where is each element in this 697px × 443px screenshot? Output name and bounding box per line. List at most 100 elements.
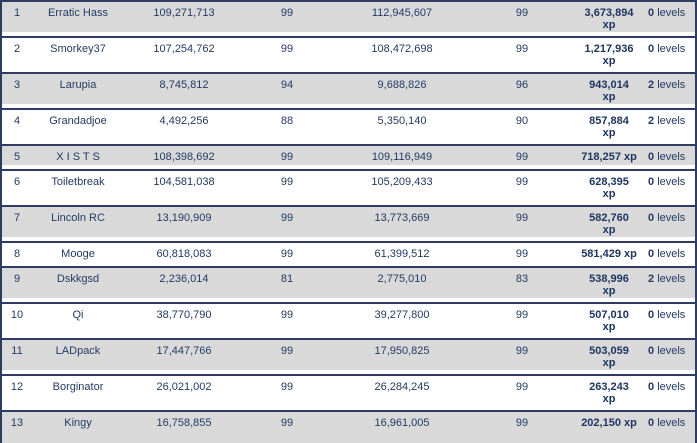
end-level-cell: 99: [515, 248, 529, 260]
rank-cell: 4: [13, 115, 21, 127]
start-level-cell: 99: [280, 417, 294, 429]
start-level-cell: 99: [280, 7, 294, 19]
end-level-cell: 99: [515, 7, 529, 19]
end-level-cell: 99: [515, 345, 529, 357]
table-row: 13 Kingy 16,758,855 99 16,961,005 99 202…: [2, 410, 695, 443]
rank-cell: 12: [10, 381, 24, 393]
levels-unit-label: levels: [657, 417, 686, 429]
xp-gained-value: 538,996: [589, 273, 629, 285]
table-row-content: 8 Mooge 60,818,083 99 61,399,512 99 581,…: [2, 243, 695, 262]
table-row: 8 Mooge 60,818,083 99 61,399,512 99 581,…: [2, 241, 695, 266]
start-xp-cell: 13,190,909: [156, 212, 212, 224]
table-row: 6 Toiletbreak 104,581,038 99 105,209,433…: [2, 169, 695, 205]
levels-gained-cell: 0 levels: [648, 243, 695, 261]
player-name-cell: Smorkey37: [50, 43, 106, 55]
rank-cell: 3: [13, 79, 21, 91]
player-name-cell: Borginator: [52, 381, 104, 393]
end-xp-cell: 13,773,669: [374, 212, 430, 224]
xp-unit-label: xp: [602, 127, 616, 139]
table-row-content: 2 Smorkey37 107,254,762 99 108,472,698 9…: [2, 38, 695, 68]
start-xp-cell: 108,398,692: [153, 151, 215, 163]
xp-gained-cell: 582,760 xp: [570, 207, 648, 237]
xp-unit-label: xp: [602, 357, 616, 369]
end-level-cell: 99: [515, 381, 529, 393]
levels-gained-value: 2: [648, 115, 655, 127]
xp-gained-value: 718,257: [581, 151, 621, 163]
rank-cell: 13: [10, 417, 24, 429]
levels-gained-cell: 0 levels: [648, 376, 695, 394]
xp-unit-label: xp: [602, 285, 616, 297]
levels-gained-value: 0: [648, 43, 655, 55]
levels-gained-value: 0: [648, 248, 655, 260]
player-name-cell: Lincoln RC: [51, 212, 105, 224]
xp-unit-label: xp: [602, 19, 616, 31]
xp-unit-label: xp: [602, 188, 616, 200]
xp-gained-value: 943,014: [589, 79, 629, 91]
start-xp-cell: 8,745,812: [159, 79, 209, 91]
end-xp-cell: 105,209,433: [371, 176, 433, 188]
start-level-cell: 99: [280, 381, 294, 393]
levels-gained-value: 0: [648, 7, 655, 19]
player-name-cell: Toiletbreak: [51, 176, 105, 188]
player-name-cell: Larupia: [59, 79, 97, 91]
levels-gained-value: 0: [648, 381, 655, 393]
xp-gained-cell: 263,243 xp: [570, 376, 648, 406]
xp-unit-label: xp: [602, 321, 616, 333]
start-level-cell: 99: [280, 151, 294, 163]
levels-unit-label: levels: [657, 381, 686, 393]
start-xp-cell: 38,770,790: [156, 309, 212, 321]
table-row: 5 X I S T S 108,398,692 99 109,116,949 9…: [2, 144, 695, 169]
end-xp-cell: 109,116,949: [371, 151, 433, 163]
levels-gained-cell: 0 levels: [648, 171, 695, 189]
end-level-cell: 99: [515, 212, 529, 224]
end-xp-cell: 39,277,800: [374, 309, 430, 321]
xp-unit-label: xp: [623, 417, 637, 429]
xp-gained-cell: 202,150 xp: [570, 412, 648, 430]
xp-gained-cell: 857,884 xp: [570, 110, 648, 140]
table-row-content: 9 Dskkgsd 2,236,014 81 2,775,010 83 538,…: [2, 268, 695, 298]
table-row-content: 5 X I S T S 108,398,692 99 109,116,949 9…: [2, 146, 695, 165]
end-level-cell: 96: [515, 79, 529, 91]
start-level-cell: 99: [280, 248, 294, 260]
player-name-cell: Erratic Hass: [48, 7, 108, 19]
levels-unit-label: levels: [657, 176, 686, 188]
table-row-content: 6 Toiletbreak 104,581,038 99 105,209,433…: [2, 171, 695, 201]
rank-cell: 6: [13, 176, 21, 188]
levels-unit-label: levels: [657, 151, 686, 163]
start-level-cell: 88: [280, 115, 294, 127]
start-level-cell: 99: [280, 176, 294, 188]
rank-cell: 7: [13, 212, 21, 224]
end-level-cell: 99: [515, 417, 529, 429]
xp-gained-cell: 3,673,894 xp: [570, 2, 648, 32]
end-level-cell: 83: [515, 273, 529, 285]
levels-gained-value: 0: [648, 151, 655, 163]
end-level-cell: 99: [515, 176, 529, 188]
table-row-content: 11 LADpack 17,447,766 99 17,950,825 99 5…: [2, 340, 695, 370]
table-row: 10 Qi 38,770,790 99 39,277,800 99 507,01…: [2, 302, 695, 338]
end-xp-cell: 17,950,825: [374, 345, 430, 357]
levels-unit-label: levels: [657, 43, 686, 55]
table-row: 2 Smorkey37 107,254,762 99 108,472,698 9…: [2, 36, 695, 72]
table-row: 7 Lincoln RC 13,190,909 99 13,773,669 99…: [2, 205, 695, 241]
levels-gained-cell: 2 levels: [648, 110, 695, 128]
levels-gained-cell: 2 levels: [648, 74, 695, 92]
end-level-cell: 99: [515, 151, 529, 163]
levels-unit-label: levels: [657, 309, 686, 321]
start-xp-cell: 60,818,083: [156, 248, 212, 260]
xp-unit-label: xp: [602, 224, 616, 236]
start-xp-cell: 107,254,762: [153, 43, 215, 55]
xp-gained-value: 263,243: [589, 381, 629, 393]
table-row-content: 4 Grandadjoe 4,492,256 88 5,350,140 90 8…: [2, 110, 695, 140]
table-row: 3 Larupia 8,745,812 94 9,688,826 96 943,…: [2, 72, 695, 108]
table-row-content: 13 Kingy 16,758,855 99 16,961,005 99 202…: [2, 412, 695, 443]
rank-cell: 2: [13, 43, 21, 55]
xp-unit-label: xp: [602, 55, 616, 67]
rank-cell: 11: [11, 345, 23, 357]
end-xp-cell: 16,961,005: [374, 417, 430, 429]
player-name-cell: Mooge: [61, 248, 95, 260]
table-row-content: 12 Borginator 26,021,002 99 26,284,245 9…: [2, 376, 695, 406]
start-level-cell: 99: [280, 212, 294, 224]
start-level-cell: 94: [280, 79, 294, 91]
player-name-cell: Grandadjoe: [49, 115, 107, 127]
levels-unit-label: levels: [657, 273, 686, 285]
